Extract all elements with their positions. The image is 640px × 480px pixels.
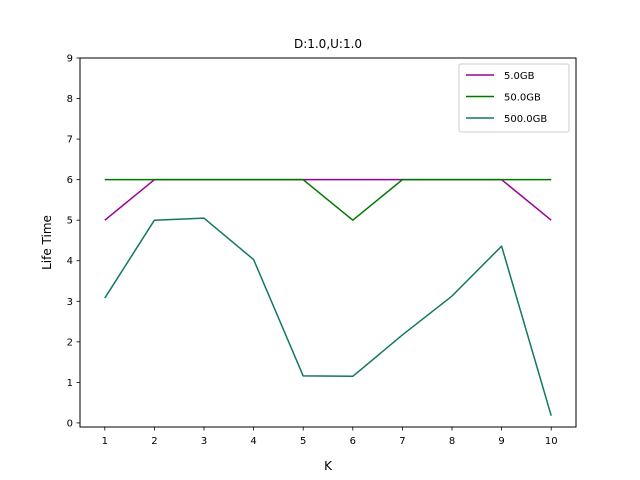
- x-tick-label: 10: [545, 436, 558, 447]
- y-axis-label: Life Time: [40, 215, 54, 270]
- y-axis-ticks: 0 1 2 3 4 5 6 7 8 9: [67, 54, 80, 429]
- plot-frame: [79, 57, 577, 428]
- chart-title: D:1.0,U:1.0: [294, 37, 362, 51]
- x-tick-label: 2: [151, 436, 157, 447]
- y-tick-label: 1: [67, 378, 73, 389]
- y-tick-label: 0: [67, 418, 73, 429]
- x-axis-label: K: [324, 459, 333, 473]
- y-tick-label: 7: [67, 135, 73, 146]
- y-tick-label: 9: [67, 54, 73, 65]
- y-tick-label: 3: [67, 297, 73, 308]
- y-tick-label: 2: [67, 337, 73, 348]
- legend: 5.0GB 50.0GB 500.0GB: [458, 63, 570, 133]
- x-tick-label: 3: [201, 436, 207, 447]
- x-tick-label: 6: [350, 436, 356, 447]
- legend-entry-label: 5.0GB: [504, 71, 535, 82]
- y-tick-label: 4: [67, 256, 73, 267]
- y-tick-label: 6: [67, 175, 73, 186]
- x-tick-label: 9: [498, 436, 504, 447]
- x-axis-ticks: 1 2 3 4 5 6 7 8 9 10: [102, 427, 558, 447]
- series-layer: [104, 178, 552, 416]
- x-tick-label: 8: [449, 436, 455, 447]
- x-tick-label: 4: [250, 436, 256, 447]
- legend-entry-label: 500.0GB: [504, 114, 547, 125]
- x-tick-label: 1: [102, 436, 108, 447]
- x-tick-label: 7: [399, 436, 405, 447]
- x-tick-label: 5: [300, 436, 306, 447]
- series-line-500.0GB: [104, 217, 552, 416]
- series-line-50.0GB: [104, 178, 552, 221]
- y-tick-label: 5: [67, 216, 73, 227]
- legend-box: [458, 63, 570, 133]
- y-tick-label: 8: [67, 94, 73, 105]
- legend-entry-label: 50.0GB: [504, 93, 541, 104]
